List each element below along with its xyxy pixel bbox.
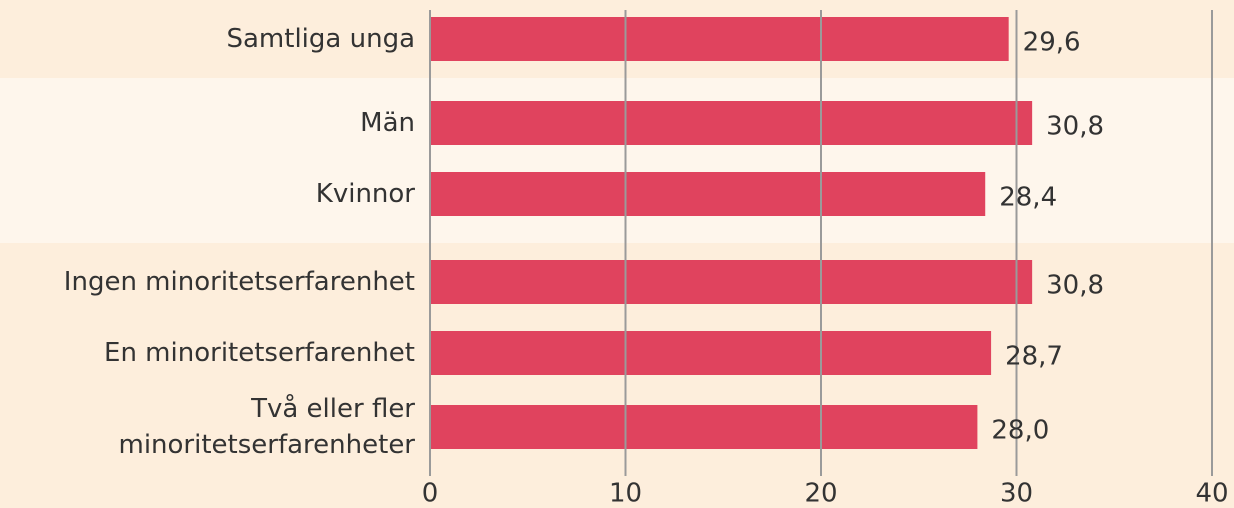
- x-tick-label: 30: [1000, 479, 1033, 508]
- category-label: Ingen minoritetserfarenhet: [63, 267, 415, 297]
- value-label: 28,7: [1005, 342, 1063, 372]
- category-label: En minoritetserfarenhet: [104, 338, 415, 368]
- bar: [430, 405, 978, 449]
- x-tick-label: 20: [804, 479, 837, 508]
- bar: [430, 260, 1033, 304]
- category-label: Män: [360, 108, 415, 138]
- category-label: Kvinnor: [315, 179, 415, 209]
- x-tick-label: 10: [609, 479, 642, 508]
- x-tick-label: 40: [1195, 479, 1228, 508]
- value-label: 30,8: [1046, 271, 1104, 301]
- value-label: 28,4: [999, 183, 1057, 213]
- bar: [430, 17, 1009, 61]
- bar: [430, 172, 986, 216]
- value-label: 30,8: [1046, 112, 1104, 142]
- bar: [430, 101, 1033, 145]
- category-label: Samtliga unga: [226, 24, 416, 54]
- value-label: 29,6: [1023, 28, 1081, 58]
- bar: [430, 331, 992, 375]
- category-label: Två eller fler minoritetserfarenheter: [118, 394, 416, 460]
- value-label: 28,0: [991, 416, 1049, 446]
- x-tick-label: 0: [422, 479, 439, 508]
